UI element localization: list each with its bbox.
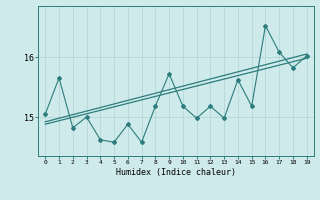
X-axis label: Humidex (Indice chaleur): Humidex (Indice chaleur) bbox=[116, 168, 236, 177]
